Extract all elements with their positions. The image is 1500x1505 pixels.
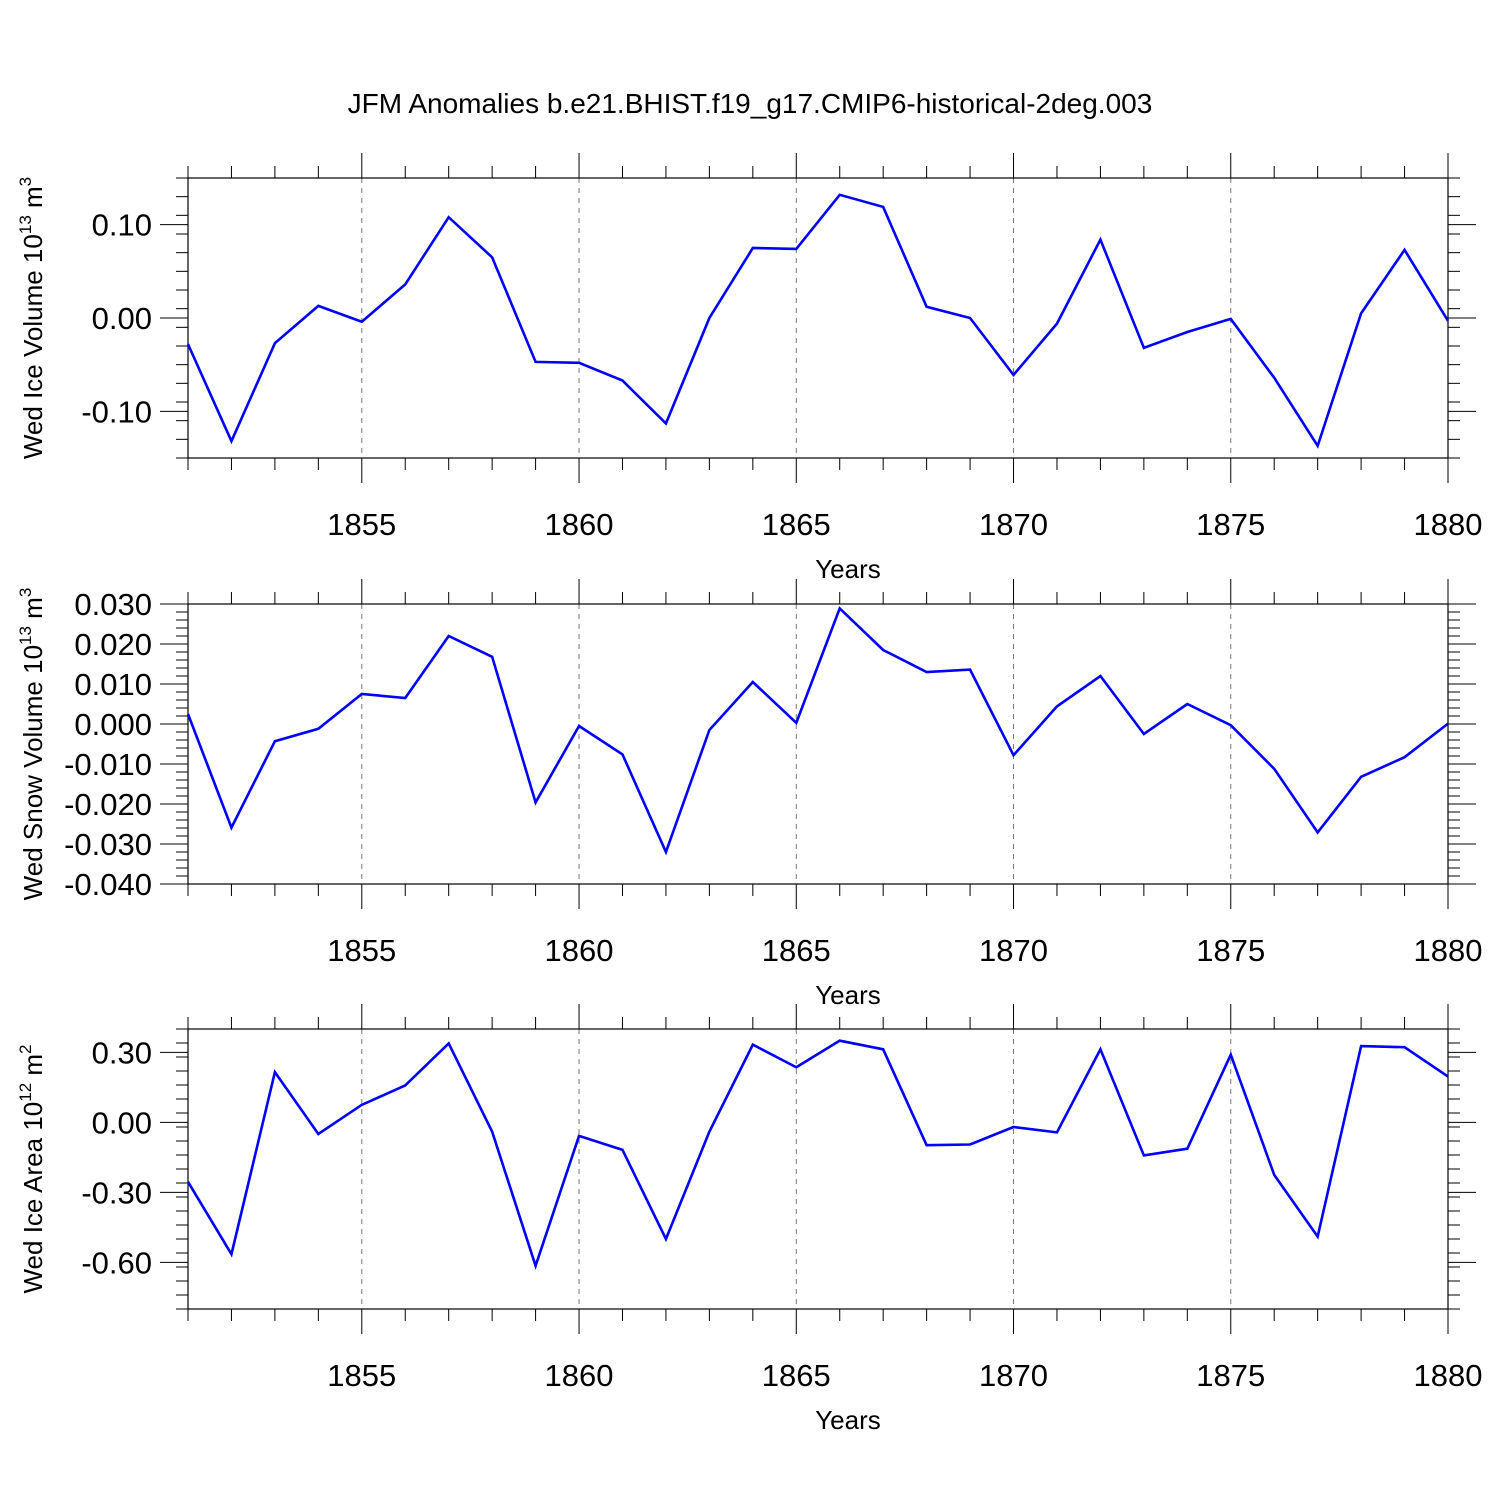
y-axis-label-main: Wed Ice Volume 10 (18, 234, 48, 459)
x-tick-label: 1860 (545, 1358, 614, 1393)
y-axis-label: Wed Ice Volume 1013 m3 (16, 177, 48, 459)
x-tick-label: 1855 (327, 933, 396, 968)
y-axis-label-unit-exponent: 3 (16, 177, 35, 186)
x-tick-label: 1875 (1196, 1358, 1265, 1393)
plot-frame (187, 603, 1449, 885)
y-tick-label: -0.010 (64, 747, 152, 782)
x-tick-label: 1880 (1414, 933, 1483, 968)
x-tick-label: 1855 (327, 507, 396, 542)
x-tick-label: 1865 (762, 933, 831, 968)
y-axis-label-unit: m (18, 1054, 48, 1083)
y-axis-label-unit: m (18, 597, 48, 626)
y-tick-label: 0.00 (92, 301, 152, 336)
panel-1: -0.10 0.00 0.10 1855 1860 1865 1870 1875 1880 Yea… (16, 153, 1482, 584)
panel-2: -0.040 -0.030 -0.020 -0.010 0.000 0.010 0.020 0… (16, 579, 1482, 1010)
panel-3: -0.60 -0.30 0.00 0.30 1855 1860 1865 1870 1875 18… (16, 1004, 1482, 1435)
y-tick-label: -0.60 (81, 1245, 152, 1280)
y-tick-label: -0.30 (81, 1175, 152, 1210)
x-axis-label: Years (815, 980, 881, 1010)
series-line (186, 1039, 1449, 1270)
x-tick-label: 1870 (979, 1358, 1048, 1393)
y-axis-label-exponent: 13 (16, 626, 35, 645)
y-tick-label: -0.040 (64, 867, 152, 902)
y-axis-label-unit: m (18, 186, 48, 215)
y-axis-label-main: Wed Ice Area 10 (18, 1102, 48, 1294)
x-axis-label: Years (815, 1405, 881, 1435)
chart-title: JFM Anomalies b.e21.BHIST.f19_g17.CMIP6-… (347, 88, 1153, 119)
x-tick-label: 1865 (762, 1358, 831, 1393)
x-tick-label: 1880 (1414, 1358, 1483, 1393)
y-axis-label: Wed Ice Area 1012 m2 (16, 1044, 48, 1293)
x-tick-label: 1855 (327, 1358, 396, 1393)
series-line (186, 606, 1449, 856)
y-tick-label: 0.000 (74, 707, 152, 742)
x-axis-label: Years (815, 554, 881, 584)
x-tick-label: 1875 (1196, 507, 1265, 542)
y-tick-label: 0.020 (74, 627, 152, 662)
y-axis-label-exponent: 13 (16, 215, 35, 234)
y-tick-label: -0.030 (64, 827, 152, 862)
y-tick-label: 0.00 (92, 1105, 152, 1140)
y-axis-label-exponent: 12 (16, 1083, 35, 1102)
y-axis-label: Wed Snow Volume 1013 m3 (16, 588, 48, 901)
y-axis-label-unit-exponent: 2 (16, 1044, 35, 1053)
plot-frame (187, 1028, 1449, 1310)
y-tick-label: 0.010 (74, 667, 152, 702)
y-tick-label: -0.10 (81, 394, 152, 429)
y-tick-label: 0.10 (92, 208, 152, 243)
y-axis-label-unit-exponent: 3 (16, 588, 35, 597)
x-tick-label: 1875 (1196, 933, 1265, 968)
x-tick-label: 1860 (545, 507, 614, 542)
x-tick-label: 1880 (1414, 507, 1483, 542)
x-tick-label: 1860 (545, 933, 614, 968)
y-axis-label-main: Wed Snow Volume 10 (18, 645, 48, 900)
y-tick-label: -0.020 (64, 787, 152, 822)
x-tick-label: 1865 (762, 507, 831, 542)
y-tick-label: 0.030 (74, 587, 152, 622)
series-line (186, 193, 1450, 449)
x-tick-label: 1870 (979, 933, 1048, 968)
x-tick-label: 1870 (979, 507, 1048, 542)
y-tick-label: 0.30 (92, 1035, 152, 1070)
